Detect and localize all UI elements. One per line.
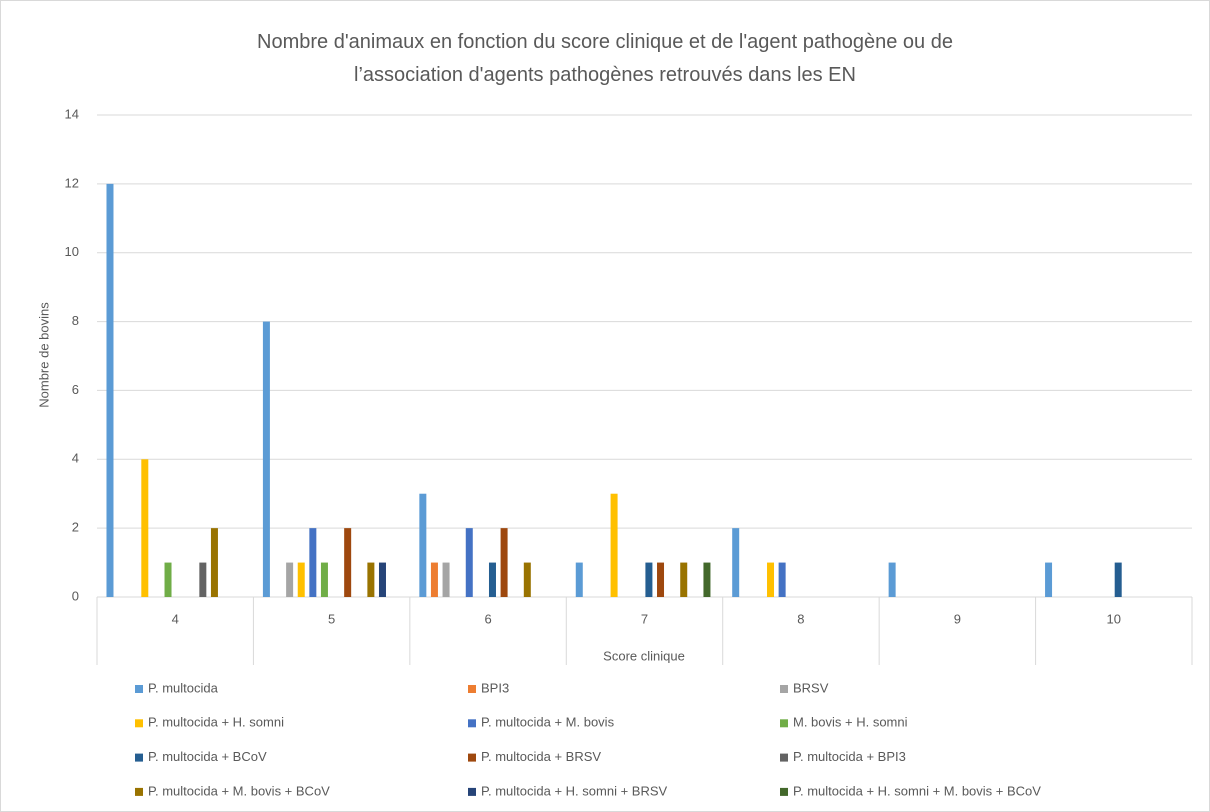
bar	[297, 562, 305, 597]
x-tick-label: 8	[797, 611, 804, 626]
y-tick-label: 14	[65, 106, 79, 121]
chart-title: Nombre d'animaux en fonction du score cl…	[257, 31, 953, 86]
x-tick-label: 9	[954, 611, 961, 626]
legend-label: P. multocida + BCoV	[148, 749, 267, 764]
x-tick-label: 10	[1107, 611, 1121, 626]
bar	[442, 562, 450, 597]
bar	[430, 562, 438, 597]
bar	[286, 562, 294, 597]
legend-label: P. multocida + H. somni	[148, 715, 284, 730]
legend-label: P. multocida + BRSV	[481, 749, 601, 764]
y-axis-label: Nombre de bovins	[36, 302, 51, 408]
bar	[164, 562, 172, 597]
legend-swatch	[135, 719, 143, 728]
y-tick-label: 10	[65, 244, 79, 259]
legend-label: P. multocida + BPI3	[793, 749, 906, 764]
legend-label: P. multocida + H. somni + M. bovis + BCo…	[793, 783, 1041, 798]
bar	[703, 562, 711, 597]
bar	[344, 528, 352, 597]
bar	[309, 528, 317, 597]
legend-label: BRSV	[793, 680, 829, 695]
x-axis-label: Score clinique	[603, 648, 685, 663]
legend-label: P. multocida + M. bovis	[481, 715, 615, 730]
bar	[645, 562, 653, 597]
x-tick-label: 7	[641, 611, 648, 626]
legend-swatch	[135, 753, 143, 762]
bar	[767, 562, 775, 597]
y-tick-label: 8	[72, 313, 79, 328]
bar	[523, 562, 531, 597]
y-tick-label: 12	[65, 175, 79, 190]
legend-swatch	[780, 685, 788, 693]
bar	[500, 528, 508, 597]
x-tick-label: 4	[172, 611, 179, 626]
legend-label: BPI3	[481, 680, 509, 695]
legend-swatch	[468, 685, 476, 693]
bar	[610, 493, 618, 597]
legend-label: M. bovis + H. somni	[793, 715, 908, 730]
bar	[367, 562, 375, 597]
bar	[1114, 562, 1122, 597]
bar	[888, 562, 896, 597]
legend-swatch	[780, 753, 788, 762]
bar	[465, 528, 473, 597]
y-tick-label: 0	[72, 588, 79, 603]
legend-swatch	[780, 787, 788, 796]
legend-swatch	[780, 719, 788, 728]
bar	[210, 528, 218, 597]
bar	[262, 321, 270, 597]
legend-label: P. multocida	[148, 680, 219, 695]
legend-swatch	[468, 787, 476, 796]
y-tick-label: 2	[72, 520, 79, 535]
x-tick-label: 5	[328, 611, 335, 626]
bar	[732, 528, 740, 597]
bar	[1045, 562, 1053, 597]
bar	[320, 562, 328, 597]
bar	[106, 183, 114, 597]
legend-label: P. multocida + H. somni + BRSV	[481, 783, 668, 798]
bar	[657, 562, 665, 597]
legend-swatch	[468, 719, 476, 728]
bar	[141, 459, 149, 597]
legend-label: P. multocida + M. bovis + BCoV	[148, 783, 330, 798]
bar	[199, 562, 207, 597]
x-tick-label: 6	[484, 611, 491, 626]
y-tick-label: 4	[72, 451, 79, 466]
bar	[419, 493, 427, 597]
legend-swatch	[135, 685, 143, 693]
bar	[488, 562, 496, 597]
bar	[680, 562, 688, 597]
bar	[378, 562, 386, 597]
y-tick-label: 6	[72, 382, 79, 397]
bar	[778, 562, 786, 597]
bar	[575, 562, 583, 597]
legend-swatch	[468, 753, 476, 762]
legend-swatch	[135, 787, 143, 796]
